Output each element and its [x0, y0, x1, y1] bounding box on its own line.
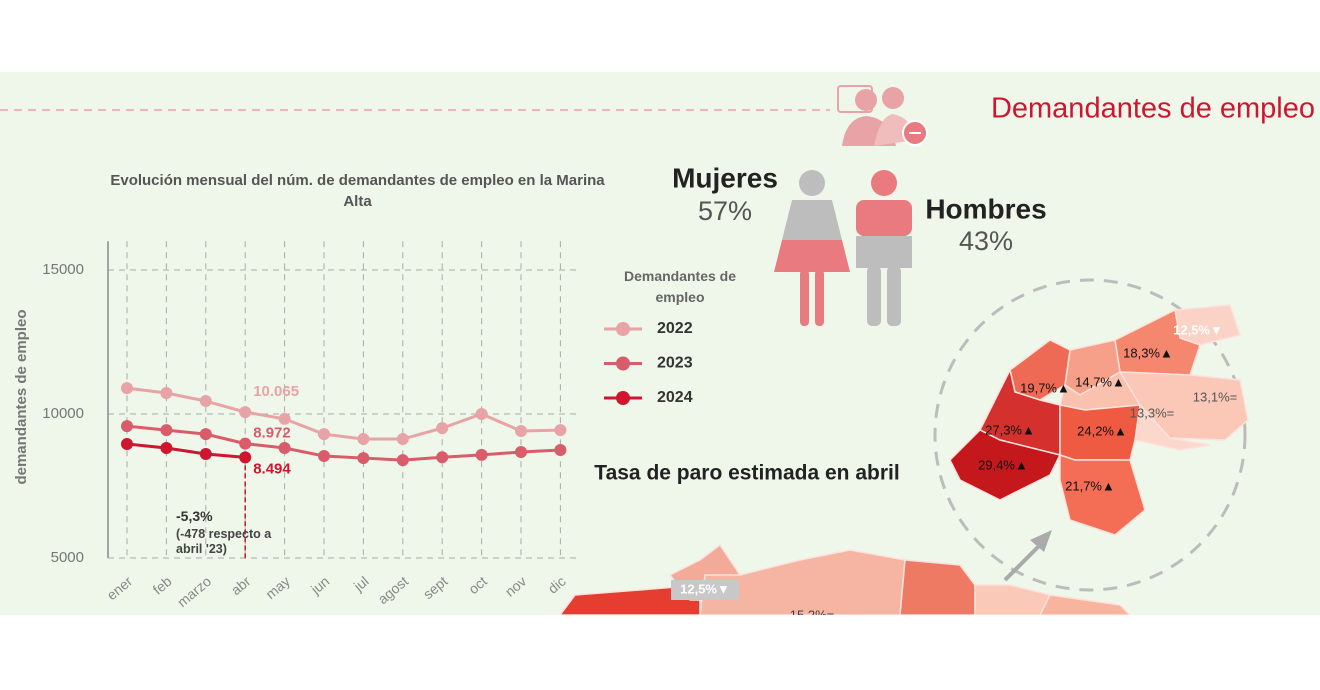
series-line	[126, 386, 561, 441]
map-label: 24,2%▲	[1077, 423, 1127, 438]
legend-label: 2023	[657, 355, 693, 372]
legend-title: Demandantes de empleo	[623, 268, 737, 305]
map-label: 12,5%▼	[680, 581, 730, 596]
map-label: 27,3%▲	[985, 422, 1035, 437]
series-line	[126, 424, 561, 462]
header-icon	[837, 85, 928, 146]
point	[436, 422, 449, 435]
point	[318, 450, 330, 463]
y-tick-label: 5000	[51, 549, 84, 566]
point	[160, 386, 173, 399]
men-value: 43%	[959, 226, 1013, 256]
point	[199, 448, 212, 461]
map-label: 19,7%▲	[1020, 380, 1070, 395]
annotation-title: -5,3%	[176, 508, 213, 524]
point	[357, 433, 370, 446]
map-label: 18,3%▲	[1123, 345, 1173, 360]
legend-marker	[616, 322, 630, 336]
map-title: Tasa de paro estimada en abril	[594, 462, 899, 485]
point	[160, 441, 173, 454]
point	[278, 441, 291, 454]
point	[515, 446, 527, 459]
point	[475, 448, 488, 461]
point	[199, 428, 212, 441]
point	[239, 437, 252, 450]
point	[121, 420, 133, 433]
legend-marker	[616, 356, 630, 371]
point	[515, 424, 527, 437]
point	[554, 424, 567, 437]
y-tick-label: 15000	[42, 261, 84, 278]
point	[318, 428, 330, 441]
map-label: 29,4%▲	[978, 457, 1028, 472]
point	[278, 412, 291, 425]
point	[436, 451, 449, 464]
y-axis-label: demandantes de empleo	[13, 309, 30, 484]
point	[357, 452, 370, 465]
annotation-text: (-478 respecto a abril '23)	[176, 527, 272, 556]
women-value: 57%	[698, 196, 752, 226]
map-label: 14,7%▲	[1075, 374, 1125, 389]
point	[160, 424, 173, 437]
map-label: 12,5%▼	[1173, 322, 1223, 337]
point	[475, 408, 488, 420]
men-label: Hombres	[925, 193, 1046, 224]
point	[121, 437, 133, 450]
header-title: Demandantes de empleo	[991, 93, 1315, 125]
point	[121, 382, 133, 395]
value-label: 8.972	[253, 425, 291, 442]
point	[239, 406, 252, 419]
value-label: 8.494	[253, 460, 291, 477]
point	[239, 451, 252, 464]
map-label-bg	[671, 580, 739, 600]
value-label: 10.065	[253, 383, 299, 400]
legend-marker	[616, 391, 630, 405]
zoom-circle	[933, 278, 1247, 592]
y-tick-label: 10000	[42, 405, 84, 422]
map-label: 13,1%=	[1193, 389, 1237, 404]
point	[396, 433, 409, 446]
series-line	[126, 442, 246, 459]
point	[554, 444, 567, 456]
woman-icon	[774, 170, 850, 326]
map-label: 13,3%=	[1130, 405, 1174, 420]
point	[199, 395, 212, 408]
bottom-band	[0, 615, 1320, 690]
legend-label: 2022	[657, 320, 693, 337]
women-label: Mujeres	[672, 162, 778, 193]
zoom-arrow-head	[1030, 530, 1052, 552]
map-label: 21,7%▲	[1065, 478, 1115, 493]
chart-title: Evolución mensual del núm. de demandante…	[110, 172, 605, 210]
legend-label: 2024	[657, 389, 693, 406]
point	[396, 454, 409, 467]
man-icon	[856, 170, 912, 326]
